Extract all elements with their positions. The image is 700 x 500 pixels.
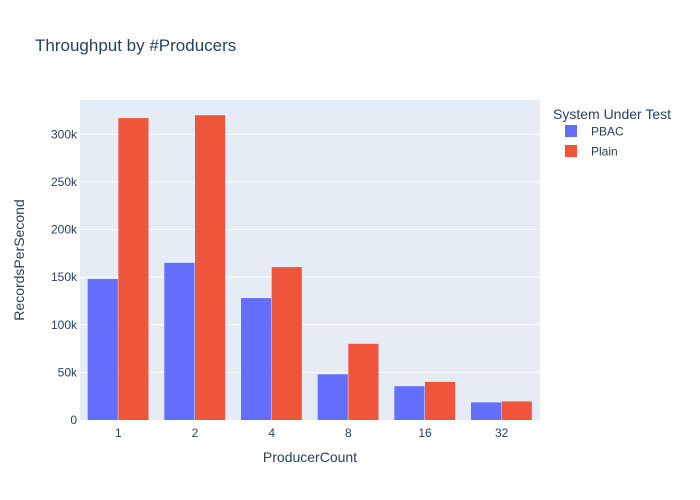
bar-pbac-8[interactable] <box>317 374 348 420</box>
bar-plain-8[interactable] <box>348 343 379 420</box>
y-axis-ticks: 0 50k 100k 150k 200k 250k 300k <box>51 127 78 427</box>
bar-plain-4[interactable] <box>271 267 302 420</box>
x-axis-title: ProducerCount <box>263 449 357 465</box>
gridlines <box>80 133 540 373</box>
y-tick-label: 200k <box>51 223 78 237</box>
y-tick-label: 150k <box>51 270 78 284</box>
bar-pbac-1[interactable] <box>87 279 118 420</box>
x-tick-label: 16 <box>418 426 432 440</box>
x-tick-label: 8 <box>345 426 352 440</box>
legend-item-pbac[interactable]: PBAC <box>565 125 624 139</box>
bar-plain-2[interactable] <box>195 115 226 420</box>
legend-item-plain[interactable]: Plain <box>565 145 618 159</box>
bar-pbac-2[interactable] <box>164 262 195 420</box>
y-axis-title: RecordsPerSecond <box>11 199 27 320</box>
bar-plain-16[interactable] <box>425 381 456 420</box>
y-tick-label: 250k <box>51 175 78 189</box>
plot-area <box>80 100 540 420</box>
y-tick-label: 50k <box>58 365 78 379</box>
y-tick-label: 300k <box>51 127 78 141</box>
bar-pbac-16[interactable] <box>394 386 425 420</box>
legend-label-pbac: PBAC <box>591 125 624 139</box>
chart-title: Throughput by #Producers <box>35 36 236 55</box>
bar-pbac-4[interactable] <box>241 298 272 420</box>
x-tick-label: 4 <box>268 426 275 440</box>
x-axis-ticks: 1 2 4 8 16 32 <box>115 426 509 440</box>
bar-plain-32[interactable] <box>501 401 532 420</box>
legend: System Under Test PBAC Plain <box>553 106 671 159</box>
legend-swatch-plain <box>565 145 577 157</box>
bar-plain-1[interactable] <box>118 118 149 420</box>
bars <box>87 115 532 420</box>
legend-swatch-pbac <box>565 125 577 137</box>
legend-label-plain: Plain <box>591 145 618 159</box>
bar-pbac-32[interactable] <box>471 402 502 420</box>
x-tick-label: 1 <box>115 426 122 440</box>
x-tick-label: 32 <box>495 426 509 440</box>
y-tick-label: 100k <box>51 318 78 332</box>
y-tick-label: 0 <box>70 413 77 427</box>
legend-title: System Under Test <box>553 106 671 122</box>
x-tick-label: 2 <box>192 426 199 440</box>
